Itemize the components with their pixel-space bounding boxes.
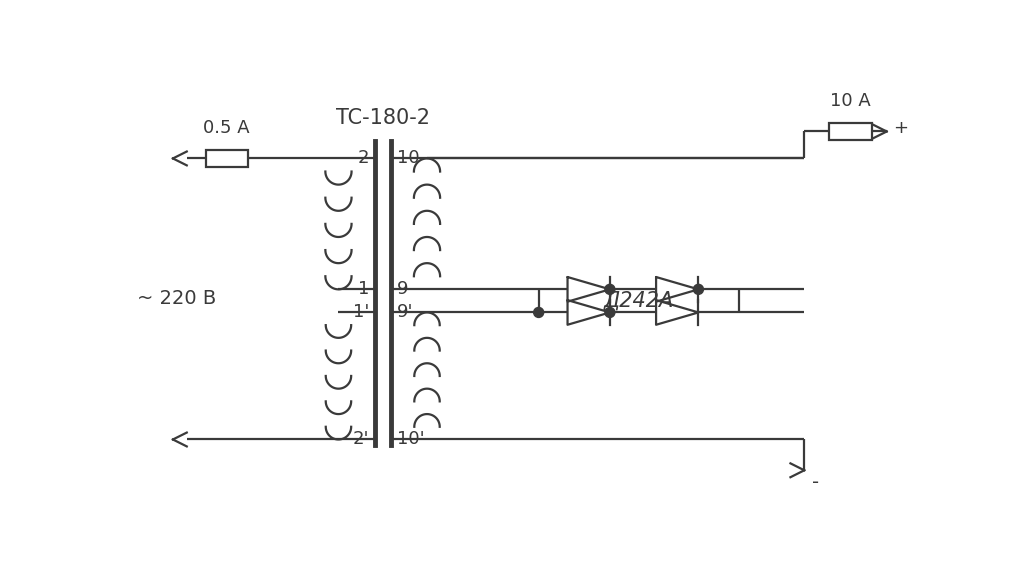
Text: +: + bbox=[893, 119, 908, 138]
Circle shape bbox=[605, 285, 614, 294]
Text: 10 A: 10 A bbox=[830, 92, 870, 110]
Circle shape bbox=[534, 308, 544, 317]
Text: 10': 10' bbox=[397, 430, 425, 449]
Text: 0.5 A: 0.5 A bbox=[204, 119, 250, 137]
Text: 9': 9' bbox=[397, 304, 414, 321]
Text: 1': 1' bbox=[353, 304, 370, 321]
Circle shape bbox=[605, 308, 614, 317]
Text: 9: 9 bbox=[397, 281, 409, 298]
Text: TC-180-2: TC-180-2 bbox=[336, 108, 430, 128]
Text: 1: 1 bbox=[357, 281, 370, 298]
Text: 10: 10 bbox=[397, 149, 420, 168]
Circle shape bbox=[693, 285, 703, 294]
Bar bbox=[829, 123, 871, 140]
Bar bbox=[206, 150, 248, 167]
Text: ~ 220 B: ~ 220 B bbox=[137, 290, 216, 309]
Text: 2': 2' bbox=[352, 430, 370, 449]
Text: -: - bbox=[812, 473, 819, 492]
Text: Д242А: Д242А bbox=[603, 291, 674, 311]
Text: 2: 2 bbox=[357, 149, 370, 168]
